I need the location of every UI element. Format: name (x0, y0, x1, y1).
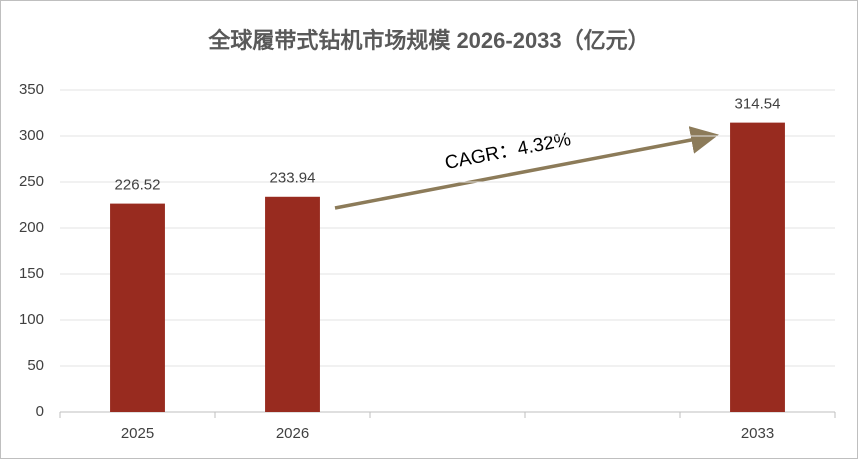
data-label: 314.54 (735, 96, 781, 113)
data-label: 226.52 (115, 177, 161, 194)
y-tick-label: 150 (19, 265, 44, 282)
y-tick-label: 50 (27, 357, 44, 374)
bar (730, 122, 785, 412)
data-label: 233.94 (270, 170, 316, 187)
cagr-arrow (334, 126, 719, 210)
y-tick-label: 200 (19, 219, 44, 236)
x-tick-label: 2026 (276, 425, 309, 442)
chart-title: 全球履带式钻机市场规模 2026-2033（亿元） (207, 28, 649, 53)
y-tick-label: 350 (19, 81, 44, 98)
x-tick-label: 2025 (121, 425, 154, 442)
bar (110, 203, 165, 412)
y-tick-label: 250 (19, 173, 44, 190)
bar (265, 196, 320, 412)
x-tick-label: 2033 (741, 425, 774, 442)
y-tick-label: 300 (19, 127, 44, 144)
y-tick-label: 0 (36, 403, 44, 420)
y-tick-label: 100 (19, 311, 44, 328)
